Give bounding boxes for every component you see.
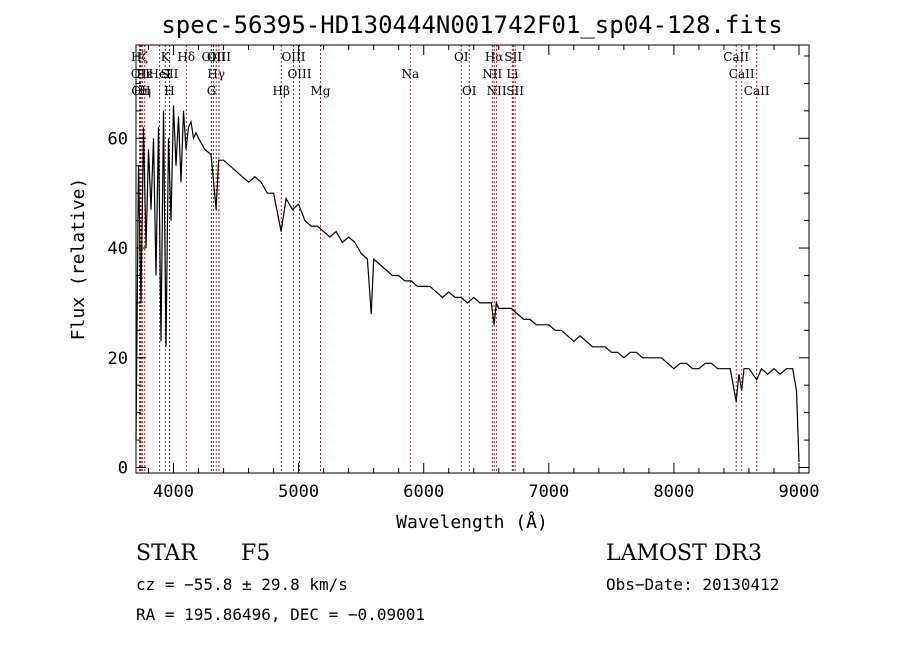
line-label: OIII <box>281 50 305 64</box>
y-tick-label: 0 <box>118 459 128 479</box>
y-tick-label: 40 <box>108 239 128 259</box>
line-label: H <box>164 84 174 98</box>
line-label: Na <box>402 67 420 81</box>
line-label: Hη <box>133 84 151 98</box>
plot-frame <box>135 44 810 474</box>
line-label: CaII <box>744 84 770 98</box>
coordinates: RA = 195.86496, DEC = −0.09001 <box>136 605 425 624</box>
line-label: OI <box>454 50 469 64</box>
line-label: Hδ <box>177 50 195 64</box>
line-label: Mg <box>311 84 331 98</box>
line-label: SII <box>506 84 524 98</box>
line-label: OI <box>462 84 477 98</box>
line-label: K <box>161 50 171 64</box>
line-label: Li <box>506 67 518 81</box>
object-subclass: F5 <box>241 541 270 566</box>
line-label: CaII <box>723 50 749 64</box>
line-label: HeI <box>148 67 171 81</box>
x-axis-ticks: 4000 5000 6000 7000 8000 9000 <box>148 45 820 502</box>
spectrum-line <box>135 105 800 463</box>
line-label: Hγ <box>207 67 225 81</box>
line-label: SII <box>161 67 179 81</box>
redshift-cz: cz = −55.8 ± 29.8 km/s <box>136 575 348 594</box>
x-axis-label: Wavelength (Å) <box>396 511 548 533</box>
chart-title: spec-56395-HD130444N001742F01_sp04-128.f… <box>161 11 782 39</box>
line-label: NII <box>487 84 507 98</box>
emission-line-markers <box>139 45 758 473</box>
line-label: Hε <box>136 67 153 81</box>
line-label: OIII <box>207 50 231 64</box>
line-label: Hζ <box>131 50 148 64</box>
x-tick-label: 4000 <box>153 482 194 502</box>
line-label: SII <box>504 50 522 64</box>
object-class: STAR <box>136 541 198 566</box>
x-tick-label: 9000 <box>779 482 820 502</box>
line-label: Hα <box>485 50 504 64</box>
line-label: CaII <box>729 67 755 81</box>
x-tick-label: 8000 <box>653 482 694 502</box>
y-tick-label: 20 <box>108 349 128 369</box>
line-label: OIII <box>202 50 226 64</box>
y-axis-ticks: 0 20 40 60 <box>108 55 809 479</box>
line-label: G <box>207 84 217 98</box>
obs-date: Obs−Date: 20130412 <box>606 575 779 594</box>
survey-name: LAMOST DR3 <box>606 541 762 566</box>
line-label: NII <box>482 67 502 81</box>
x-tick-label: 7000 <box>528 482 569 502</box>
x-tick-label: 5000 <box>278 482 319 502</box>
y-tick-label: 60 <box>108 129 128 149</box>
x-tick-label: 6000 <box>403 482 444 502</box>
line-label: Hβ <box>273 84 290 98</box>
line-label: OIII <box>287 67 311 81</box>
y-axis-label: Flux (relative) <box>68 178 89 341</box>
